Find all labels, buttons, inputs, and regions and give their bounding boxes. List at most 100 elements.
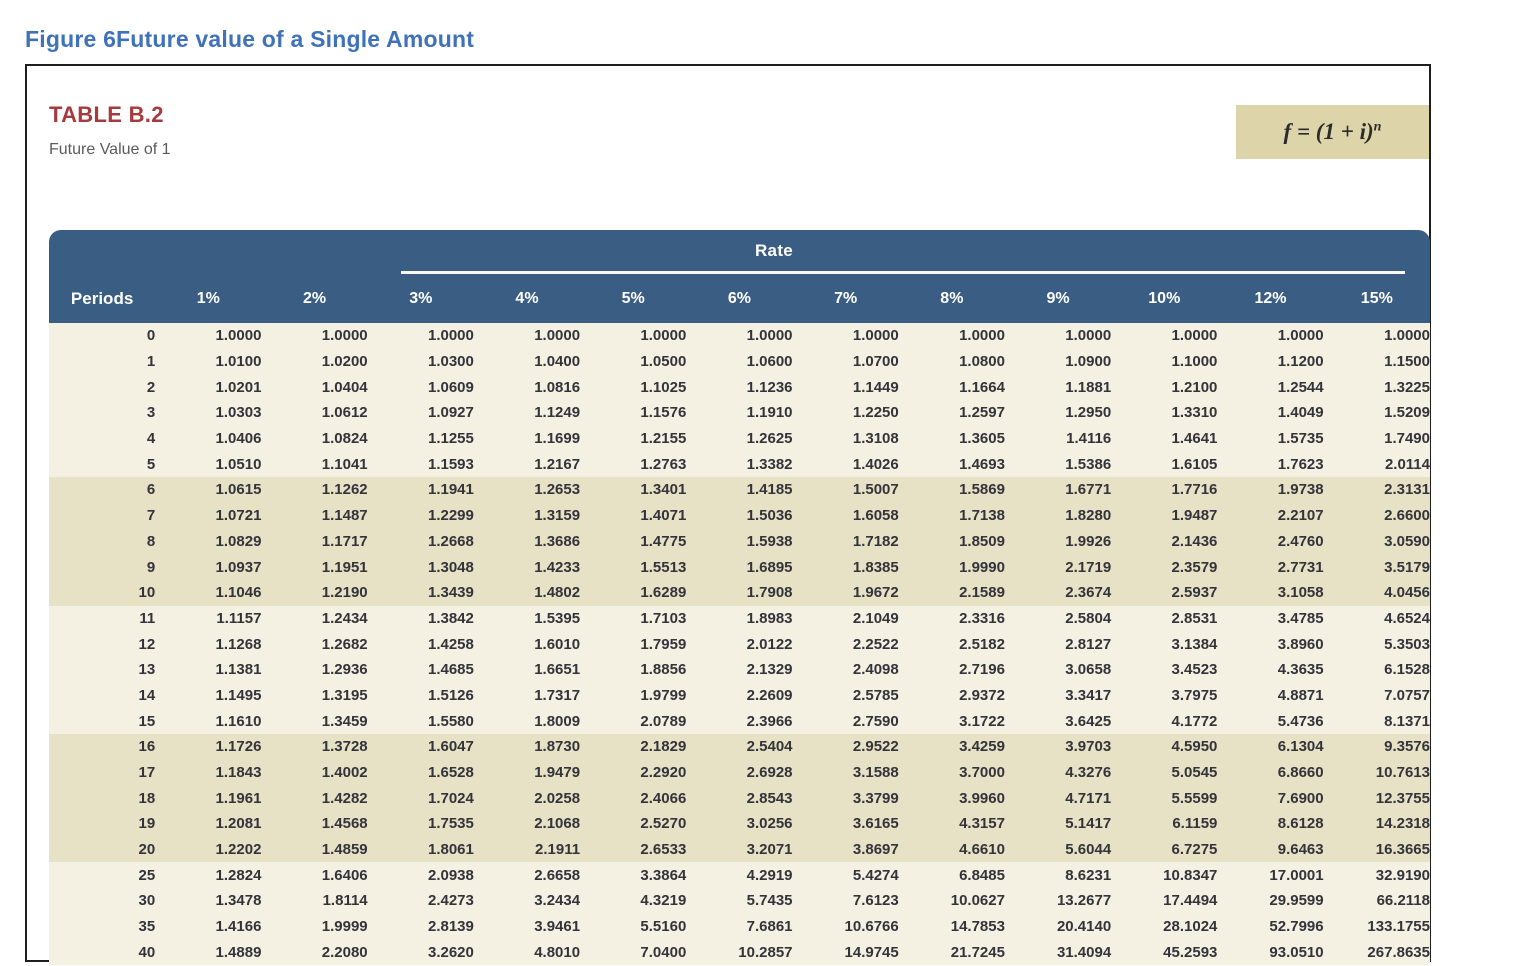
value-cell: 1.3842 [367,605,474,632]
rate-group-row: Rate [49,230,1430,275]
value-cell: 1.2190 [261,579,368,606]
column-header-rate: 6% [686,275,793,323]
value-cell: 5.3503 [1323,631,1430,657]
value-cell: 14.2318 [1323,811,1430,837]
value-cell: 28.1024 [1111,913,1218,940]
value-cell: 1.9738 [1217,477,1324,503]
value-cell: 7.6123 [792,888,899,914]
value-cell: 1.3478 [155,888,262,914]
value-cell: 1.4116 [1004,425,1112,452]
value-cell: 1.6651 [473,656,581,683]
value-cell: 1.5938 [686,528,793,555]
value-cell: 2.1436 [1111,528,1218,555]
value-cell: 2.2609 [686,682,793,709]
value-cell: 1.0000 [261,323,368,349]
value-cell: 2.5404 [686,734,793,760]
value-cell: 2.9522 [792,734,899,760]
table-label: TABLE B.2 [49,102,164,127]
period-cell: 18 [49,785,156,812]
value-cell: 9.6463 [1217,836,1324,863]
value-cell: 1.1699 [473,425,581,452]
value-cell: 2.1719 [1004,554,1112,580]
period-cell: 8 [49,528,156,555]
value-cell: 17.4494 [1111,888,1218,914]
column-header-rate: 8% [898,275,1005,323]
column-header-rate: 9% [1004,275,1112,323]
value-cell: 5.7435 [686,888,793,914]
value-cell: 3.4523 [1111,656,1218,683]
value-cell: 2.9372 [898,682,1005,709]
value-cell: 1.2625 [686,425,793,452]
rate-group-cell: Rate [49,230,1430,275]
value-cell: 2.0789 [580,708,687,734]
value-cell: 1.2202 [155,836,262,863]
value-cell: 7.0757 [1323,682,1430,709]
column-header-periods: Periods [49,275,156,323]
value-cell: 1.7138 [898,502,1005,529]
value-cell: 3.5179 [1323,554,1430,580]
table-row: 2 1.0201 1.0404 1.0609 1.0816 1.1025 1.1236 1.1… [49,374,1430,401]
value-cell: 12.3755 [1323,785,1430,812]
value-cell: 1.2824 [155,862,262,889]
table-row: 18 1.1961 1.4282 1.7024 2.0258 2.4066 2.8543 3.… [49,785,1430,812]
value-cell: 1.4185 [686,477,793,503]
value-cell: 8.6231 [1004,862,1112,889]
value-cell: 31.4094 [1004,939,1112,966]
value-cell: 1.9990 [898,554,1005,580]
value-cell: 2.1589 [898,579,1005,606]
value-cell: 1.6406 [261,862,368,889]
value-cell: 6.1304 [1217,734,1324,760]
value-cell: 4.8010 [473,939,581,966]
period-cell: 12 [49,631,156,657]
value-cell: 5.4736 [1217,708,1324,734]
value-cell: 1.4685 [367,656,474,683]
value-cell: 1.0510 [155,451,262,478]
value-cell: 1.0612 [261,400,368,426]
figure-title: Figure 6Future value of a Single Amount [25,26,475,52]
value-cell: 2.6658 [473,862,581,889]
value-cell: 1.4775 [580,528,687,555]
value-cell: 1.8856 [580,656,687,683]
value-cell: 1.4258 [367,631,474,657]
table-row: 10 1.1046 1.2190 1.3439 1.4802 1.6289 1.7908 1.… [49,579,1430,606]
column-header-rate: 2% [261,275,368,323]
value-cell: 1.1881 [1004,374,1112,401]
period-cell: 40 [49,939,156,966]
value-cell: 2.8543 [686,785,793,812]
value-cell: 1.1961 [155,785,262,812]
value-cell: 1.5735 [1217,425,1324,452]
value-cell: 1.0000 [898,323,1005,349]
value-cell: 2.6533 [580,836,687,863]
value-cell: 4.3157 [898,811,1005,837]
value-cell: 3.3864 [580,862,687,889]
value-cell: 6.8485 [898,862,1005,889]
value-cell: 7.0400 [580,939,687,966]
value-cell: 2.6600 [1323,502,1430,529]
value-cell: 8.6128 [1217,811,1324,837]
value-cell: 3.8697 [792,836,899,863]
table-row: 16 1.1726 1.3728 1.6047 1.8730 2.1829 2.5404 2.… [49,734,1430,760]
value-cell: 4.8871 [1217,682,1324,709]
column-header-rate: 4% [473,275,581,323]
value-cell: 1.7490 [1323,425,1430,452]
value-cell: 1.2936 [261,656,368,683]
value-cell: 1.2167 [473,451,581,478]
value-cell: 1.0927 [367,400,474,426]
value-cell: 2.2522 [792,631,899,657]
value-cell: 1.7623 [1217,451,1324,478]
value-cell: 1.5386 [1004,451,1112,478]
value-cell: 1.0000 [686,323,793,349]
value-cell: 1.3159 [473,502,581,529]
period-cell: 19 [49,811,156,837]
value-cell: 21.7245 [898,939,1005,966]
value-cell: 52.7996 [1217,913,1324,940]
value-cell: 2.1329 [686,656,793,683]
table-row: 35 1.4166 1.9999 2.8139 3.9461 5.5160 7.6861 10… [49,913,1430,940]
value-cell: 4.1772 [1111,708,1218,734]
value-cell: 4.3219 [580,888,687,914]
value-cell: 1.7716 [1111,477,1218,503]
value-cell: 2.1829 [580,734,687,760]
table-row: 7 1.0721 1.1487 1.2299 1.3159 1.4071 1.5036 1.6… [49,502,1430,529]
value-cell: 2.0258 [473,785,581,812]
